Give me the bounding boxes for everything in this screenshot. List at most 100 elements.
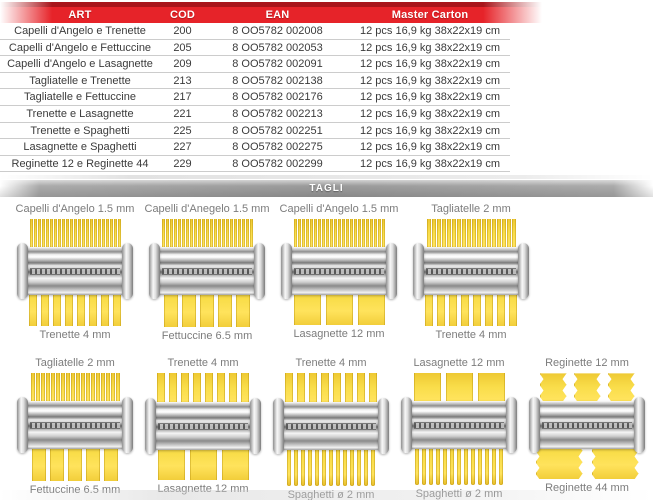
pasta-strip — [377, 219, 381, 260]
pasta-strip — [50, 439, 64, 482]
pasta-strip — [431, 219, 436, 260]
pasta-strip — [333, 373, 341, 415]
pasta-strip — [236, 285, 250, 328]
pasta-strips-top — [410, 219, 532, 260]
cell-master-carton: 12 pcs 16,9 kg 38x22x19 cm — [359, 58, 501, 71]
pasta-strip — [369, 219, 373, 260]
pasta-strip — [329, 440, 333, 487]
pasta-strip — [369, 373, 377, 415]
pasta-strip — [37, 219, 41, 260]
pasta-strip — [35, 373, 40, 414]
pasta-strip — [329, 219, 333, 260]
pasta-strip — [193, 373, 201, 415]
pasta-strip — [333, 219, 337, 260]
pasta-strip — [161, 219, 165, 260]
pasta-strip — [57, 219, 61, 260]
pasta-strip — [426, 219, 431, 260]
pasta-strip — [381, 219, 385, 260]
table-row: Trenette e Lasagnette 221 8 OO5782 00221… — [0, 106, 510, 123]
cell-art: Capelli d'Angelo e Lasagnette — [7, 58, 153, 71]
cell-ean: 8 OO5782 002138 — [232, 74, 323, 87]
pasta-strip — [422, 439, 426, 486]
pasta-strip — [429, 439, 433, 486]
header-top-accent — [0, 2, 653, 7]
cell-cod: 227 — [173, 141, 192, 154]
pasta-strips-bottom — [146, 285, 268, 328]
section-divider — [0, 175, 653, 180]
pasta-strip — [353, 219, 357, 260]
pasta-strips-top — [278, 219, 400, 260]
cutter-top-label: Lasagnette 12 mm — [413, 357, 505, 370]
pasta-strips-bottom — [14, 285, 136, 327]
pasta-strip — [446, 219, 451, 260]
cutter-bottom-label: Trenette 4 mm — [435, 329, 507, 342]
cell-cod: 213 — [173, 74, 192, 87]
pasta-strip — [321, 219, 325, 260]
cutter-card: Capelli d'Anegelo 1.5 mm Fettuccine 6.5 … — [144, 203, 270, 343]
column-header-cod: COD — [169, 9, 196, 21]
cell-cod: 209 — [173, 58, 192, 71]
pasta-strip — [105, 219, 109, 260]
pasta-strip — [77, 285, 85, 327]
pasta-strip — [365, 219, 369, 260]
table-row: Trenette e Spaghetti 225 8 OO5782 002251… — [0, 123, 510, 140]
cutter-card: Tagliatelle 2 mm Trenette 4 mm — [410, 203, 532, 342]
cutter-bottom-label: Lasagnette 12 mm — [157, 483, 248, 496]
cell-cod: 200 — [173, 25, 192, 37]
pasta-strip — [55, 373, 60, 414]
pasta-strip — [95, 373, 100, 414]
cutter-card: Trenette 4 mm Lasagnette 12 mm — [142, 357, 264, 496]
cell-ean: 8 OO5782 002008 — [232, 25, 323, 37]
pasta-strip — [60, 373, 65, 414]
pasta-strip — [105, 373, 110, 414]
roller-cutting-teeth — [286, 422, 376, 430]
pasta-strip — [41, 219, 45, 260]
pasta-strip — [93, 219, 97, 260]
pasta-strip — [294, 440, 298, 487]
pasta-strip — [499, 439, 503, 486]
pasta-strip — [77, 219, 81, 260]
pasta-strips-bottom — [398, 439, 520, 486]
pasta-strip — [443, 439, 447, 486]
pasta-strip — [237, 219, 241, 260]
cell-master-carton: 12 pcs 16,9 kg 38x22x19 cm — [359, 124, 501, 137]
cutter-top-label: Capelli d'Anegelo 1.5 mm — [144, 203, 270, 216]
pasta-strip — [205, 219, 209, 260]
tagli-section-bar: TAGLI — [0, 180, 653, 198]
cell-cod: 221 — [173, 107, 192, 120]
pasta-strip — [80, 373, 85, 414]
pasta-strip — [456, 219, 461, 260]
pasta-strip — [373, 219, 377, 260]
cell-master-carton: 12 pcs 16,9 kg 38x22x19 cm — [359, 41, 501, 54]
pasta-roller-attachment — [145, 398, 261, 455]
roller-cutting-teeth — [414, 421, 504, 429]
pasta-strip — [450, 439, 454, 486]
pasta-strip — [81, 219, 85, 260]
pasta-strip — [301, 440, 305, 487]
pasta-strip — [221, 219, 225, 260]
pasta-strip — [164, 285, 178, 328]
pasta-strip — [218, 285, 232, 328]
pasta-strip — [313, 219, 317, 260]
table-body: Capelli d'Angelo e Trenette 200 8 OO5782… — [0, 23, 510, 173]
pasta-strip — [436, 439, 440, 486]
cell-art: Trenette e Lasagnette — [26, 107, 134, 120]
pasta-strip — [471, 219, 476, 260]
pasta-strip — [485, 439, 489, 486]
pasta-strip — [217, 373, 225, 415]
pasta-strip — [201, 219, 205, 260]
table-row: Tagliatelle e Fettuccine 217 8 OO5782 00… — [0, 89, 510, 106]
pasta-strip — [173, 219, 177, 260]
pasta-strip — [449, 285, 457, 327]
pasta-strip — [305, 219, 309, 260]
column-header-ean: EAN — [265, 9, 290, 21]
pasta-strip — [33, 219, 37, 260]
pasta-strip — [110, 373, 115, 414]
pasta-strip — [209, 219, 213, 260]
pasta-strip — [205, 373, 213, 415]
pasta-strip — [181, 219, 185, 260]
spec-table: ART COD EAN Master Carton Capelli d'Ange… — [0, 0, 653, 173]
cutter-bottom-label: Spaghetti ø 2 mm — [416, 488, 503, 500]
pasta-strip — [357, 373, 365, 415]
